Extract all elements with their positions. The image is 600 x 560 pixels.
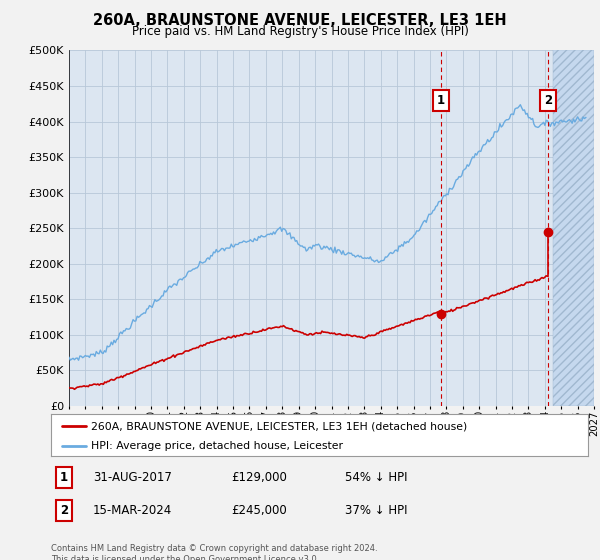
Bar — [553, 50, 594, 406]
Text: 2: 2 — [544, 94, 552, 107]
Text: HPI: Average price, detached house, Leicester: HPI: Average price, detached house, Leic… — [91, 441, 343, 451]
Text: Price paid vs. HM Land Registry's House Price Index (HPI): Price paid vs. HM Land Registry's House … — [131, 25, 469, 38]
Text: 31-AUG-2017: 31-AUG-2017 — [93, 471, 172, 484]
Text: 54% ↓ HPI: 54% ↓ HPI — [345, 471, 407, 484]
Text: Contains HM Land Registry data © Crown copyright and database right 2024.
This d: Contains HM Land Registry data © Crown c… — [51, 544, 377, 560]
Text: £245,000: £245,000 — [231, 504, 287, 517]
Text: 1: 1 — [60, 471, 68, 484]
Text: £129,000: £129,000 — [231, 471, 287, 484]
Text: 260A, BRAUNSTONE AVENUE, LEICESTER, LE3 1EH: 260A, BRAUNSTONE AVENUE, LEICESTER, LE3 … — [93, 13, 507, 28]
Text: 37% ↓ HPI: 37% ↓ HPI — [345, 504, 407, 517]
Text: 1: 1 — [437, 94, 445, 107]
Text: 2: 2 — [60, 504, 68, 517]
Text: 15-MAR-2024: 15-MAR-2024 — [93, 504, 172, 517]
Text: 260A, BRAUNSTONE AVENUE, LEICESTER, LE3 1EH (detached house): 260A, BRAUNSTONE AVENUE, LEICESTER, LE3 … — [91, 421, 467, 431]
